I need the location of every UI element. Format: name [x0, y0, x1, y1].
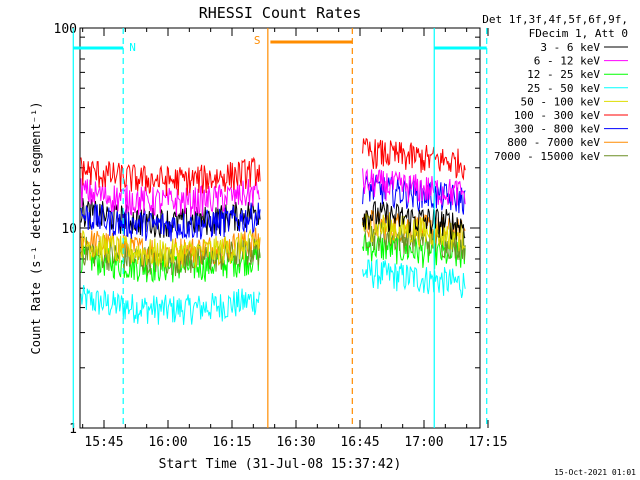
- series-line-4: [362, 258, 466, 299]
- x-tick-label: 16:15: [212, 435, 251, 450]
- x-tick-label: 16:30: [276, 435, 315, 450]
- series-line-2: [80, 178, 261, 218]
- legend-label-2: 6 - 12 keV: [534, 55, 601, 68]
- series-line-2: [362, 168, 466, 206]
- y-tick-label: 100: [54, 22, 77, 37]
- legend-label-7: 300 - 800 keV: [514, 123, 600, 136]
- x-tick-label: 15:45: [84, 435, 123, 450]
- y-tick-label: 10: [61, 222, 77, 237]
- legend-label-8: 800 - 7000 keV: [507, 136, 600, 149]
- x-tick-label: 17:00: [404, 435, 443, 450]
- plot-area: 15:45 16:00 16:15 16:30 16:45 17:00 17:15 1 10 10…: [54, 22, 508, 450]
- chart-title: RHESSI Count Rates: [199, 4, 362, 22]
- legend-header-line-2: FDecim 1, Att 0: [529, 27, 628, 40]
- legend-label-4: 25 - 50 keV: [527, 82, 600, 95]
- y-axis-label: Count Rate (s⁻¹ detector segment⁻¹): [29, 102, 43, 355]
- marker-label-2: S: [254, 34, 261, 47]
- legend-label-1: 3 - 6 keV: [540, 41, 600, 54]
- legend-label-5: 50 - 100 keV: [521, 95, 601, 108]
- legend-header-line-1: Det 1f,3f,4f,5f,6f,9f,: [482, 13, 628, 26]
- x-axis-label: Start Time (31-Jul-08 15:37:42): [159, 457, 402, 472]
- legend-label-9: 7000 - 15000 keV: [494, 150, 600, 163]
- footer-date: 15-Oct-2021 01:01: [554, 468, 636, 477]
- series-line-6: [362, 137, 466, 181]
- marker-label-1: N: [129, 41, 136, 54]
- x-tick-label: 16:00: [148, 435, 187, 450]
- x-tick-label: 16:45: [340, 435, 379, 450]
- series-line-1: [362, 201, 466, 241]
- legend-label-6: 100 - 300 keV: [514, 109, 600, 122]
- legend: Det 1f,3f,4f,5f,6f,9f, FDecim 1, Att 0 3…: [482, 13, 628, 163]
- series-line-4: [80, 284, 261, 325]
- legend-label-3: 12 - 25 keV: [527, 68, 600, 81]
- x-tick-label: 17:15: [468, 435, 507, 450]
- series-line-5: [80, 228, 261, 270]
- y-tick-label: 1: [69, 422, 77, 437]
- series-line-5: [362, 213, 466, 252]
- series-line-6: [80, 156, 261, 197]
- series-line-7: [80, 202, 261, 242]
